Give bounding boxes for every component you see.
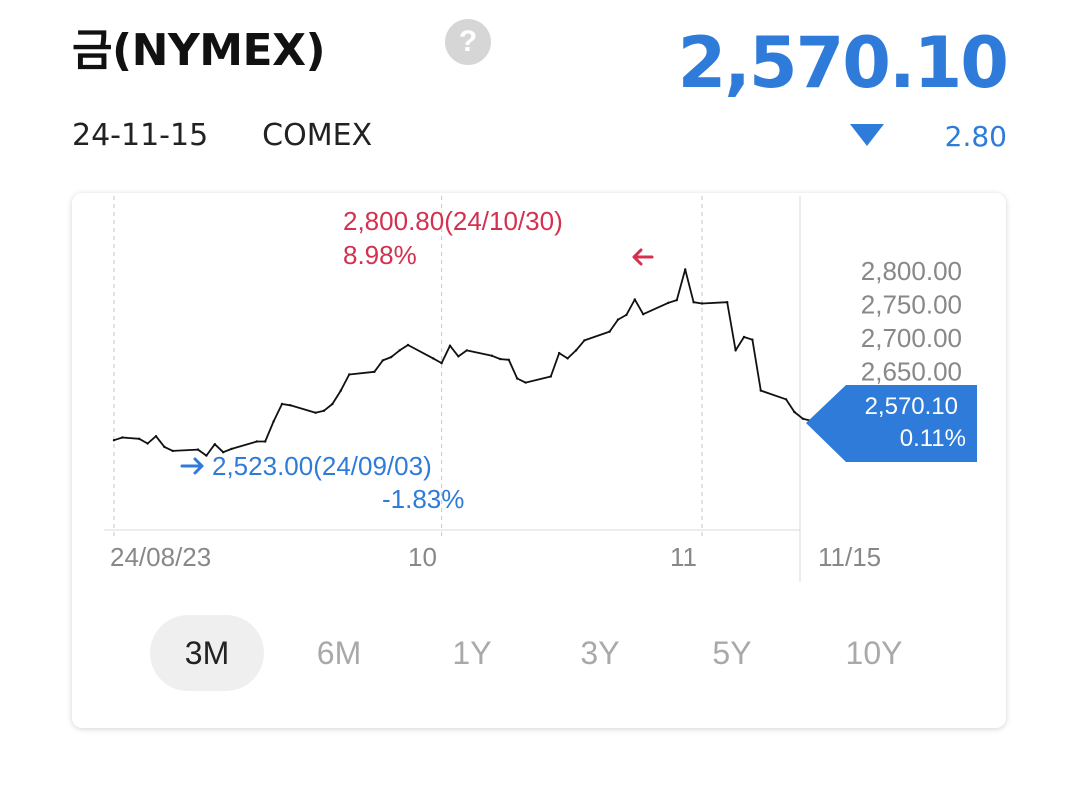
high-annotation-pct: 8.98% bbox=[343, 240, 417, 270]
price-point bbox=[549, 375, 552, 378]
y-tick-label: 2,750.00 bbox=[861, 290, 962, 320]
price-point bbox=[457, 355, 460, 358]
price-point bbox=[390, 355, 393, 359]
price-point bbox=[213, 443, 216, 446]
price-point bbox=[667, 301, 670, 304]
low-annotation-label: 2,523.00(24/09/03) bbox=[212, 451, 432, 481]
period-tab-1y[interactable]: 1Y bbox=[452, 635, 492, 671]
low-annotation-pct: -1.83% bbox=[382, 484, 464, 514]
price-point bbox=[154, 435, 158, 438]
question-circle-icon[interactable]: ? bbox=[445, 19, 491, 65]
y-tick-label: 2,700.00 bbox=[861, 323, 962, 353]
x-tick-label: 24/08/23 bbox=[110, 542, 211, 572]
quote-meta: 24-11-15 COMEX bbox=[72, 118, 372, 153]
price-point bbox=[146, 442, 149, 445]
price-point bbox=[289, 404, 292, 407]
price-point bbox=[230, 447, 233, 451]
price-point bbox=[675, 298, 678, 302]
x-tick-label: 11 bbox=[670, 542, 697, 572]
price-point bbox=[784, 398, 788, 401]
quote-date: 24-11-15 bbox=[72, 118, 209, 153]
price-point bbox=[524, 381, 527, 384]
period-tab-6m[interactable]: 6M bbox=[316, 635, 362, 671]
y-tick-label: 2,650.00 bbox=[861, 357, 962, 387]
price-point bbox=[583, 339, 586, 342]
period-tab-5y[interactable]: 5Y bbox=[712, 635, 752, 671]
price-point bbox=[759, 389, 762, 392]
high-annotation-label: 2,800.80(24/10/30) bbox=[343, 206, 563, 236]
current-price: 2,570.10 bbox=[677, 22, 1009, 104]
price-point bbox=[348, 373, 351, 376]
price-point bbox=[255, 440, 258, 443]
page-title: 금(NYMEX) bbox=[72, 25, 326, 76]
price-point bbox=[633, 298, 636, 301]
price-point bbox=[692, 301, 695, 304]
period-tab-3y[interactable]: 3Y bbox=[580, 635, 620, 671]
current-price-tag-value: 2,570.10 bbox=[865, 393, 958, 420]
price-point bbox=[440, 361, 443, 365]
price-point bbox=[616, 318, 620, 321]
price-point bbox=[700, 302, 704, 305]
price-change: 2.80 bbox=[944, 120, 1007, 153]
current-price-tag bbox=[806, 385, 977, 462]
arrow-left-icon bbox=[632, 248, 654, 266]
period-selector: 3M 6M 1Y 3Y 5Y 10Y bbox=[0, 615, 1079, 691]
price-point bbox=[406, 343, 410, 347]
price-point bbox=[490, 354, 494, 357]
price-point bbox=[465, 349, 468, 352]
price-point bbox=[398, 349, 401, 352]
price-point bbox=[280, 402, 284, 406]
price-point bbox=[121, 436, 124, 439]
price-point bbox=[642, 313, 645, 316]
price-point bbox=[373, 370, 376, 373]
price-point bbox=[507, 358, 510, 361]
price-point bbox=[205, 454, 208, 457]
x-tick-label: 11/15 bbox=[818, 542, 881, 572]
price-point bbox=[171, 449, 174, 453]
price-point bbox=[574, 349, 578, 352]
price-point bbox=[112, 439, 116, 442]
price-point bbox=[196, 448, 200, 451]
price-point bbox=[381, 359, 384, 362]
x-tick-label: 10 bbox=[408, 542, 437, 572]
price-point bbox=[516, 377, 519, 380]
price-point bbox=[742, 335, 746, 339]
price-point bbox=[726, 301, 729, 304]
price-line bbox=[113, 268, 820, 457]
exchange-name: COMEX bbox=[262, 118, 373, 153]
price-point bbox=[793, 410, 796, 414]
period-tab-3m[interactable]: 3M bbox=[150, 615, 264, 691]
arrow-right-icon bbox=[180, 457, 204, 475]
price-point bbox=[222, 451, 225, 454]
price-point bbox=[608, 330, 611, 333]
price-point bbox=[558, 351, 561, 355]
price-point bbox=[448, 344, 452, 347]
price-point bbox=[264, 440, 267, 443]
price-point bbox=[314, 411, 317, 414]
price-point bbox=[499, 357, 502, 361]
price-point bbox=[339, 389, 342, 392]
price-point bbox=[322, 409, 326, 412]
price-point bbox=[801, 417, 804, 420]
triangle-down-icon bbox=[850, 124, 884, 146]
price-point bbox=[751, 338, 754, 341]
price-point bbox=[432, 357, 435, 360]
price-point bbox=[138, 437, 141, 440]
price-point bbox=[331, 402, 334, 406]
current-price-tag-pct: 0.11% bbox=[900, 425, 966, 452]
price-point bbox=[684, 268, 687, 271]
price-point bbox=[163, 445, 166, 449]
price-point bbox=[272, 420, 275, 423]
price-point bbox=[566, 357, 569, 360]
y-tick-label: 2,800.00 bbox=[861, 256, 962, 286]
price-point bbox=[734, 349, 737, 352]
period-tab-10y[interactable]: 10Y bbox=[845, 635, 903, 671]
price-point bbox=[625, 313, 628, 317]
